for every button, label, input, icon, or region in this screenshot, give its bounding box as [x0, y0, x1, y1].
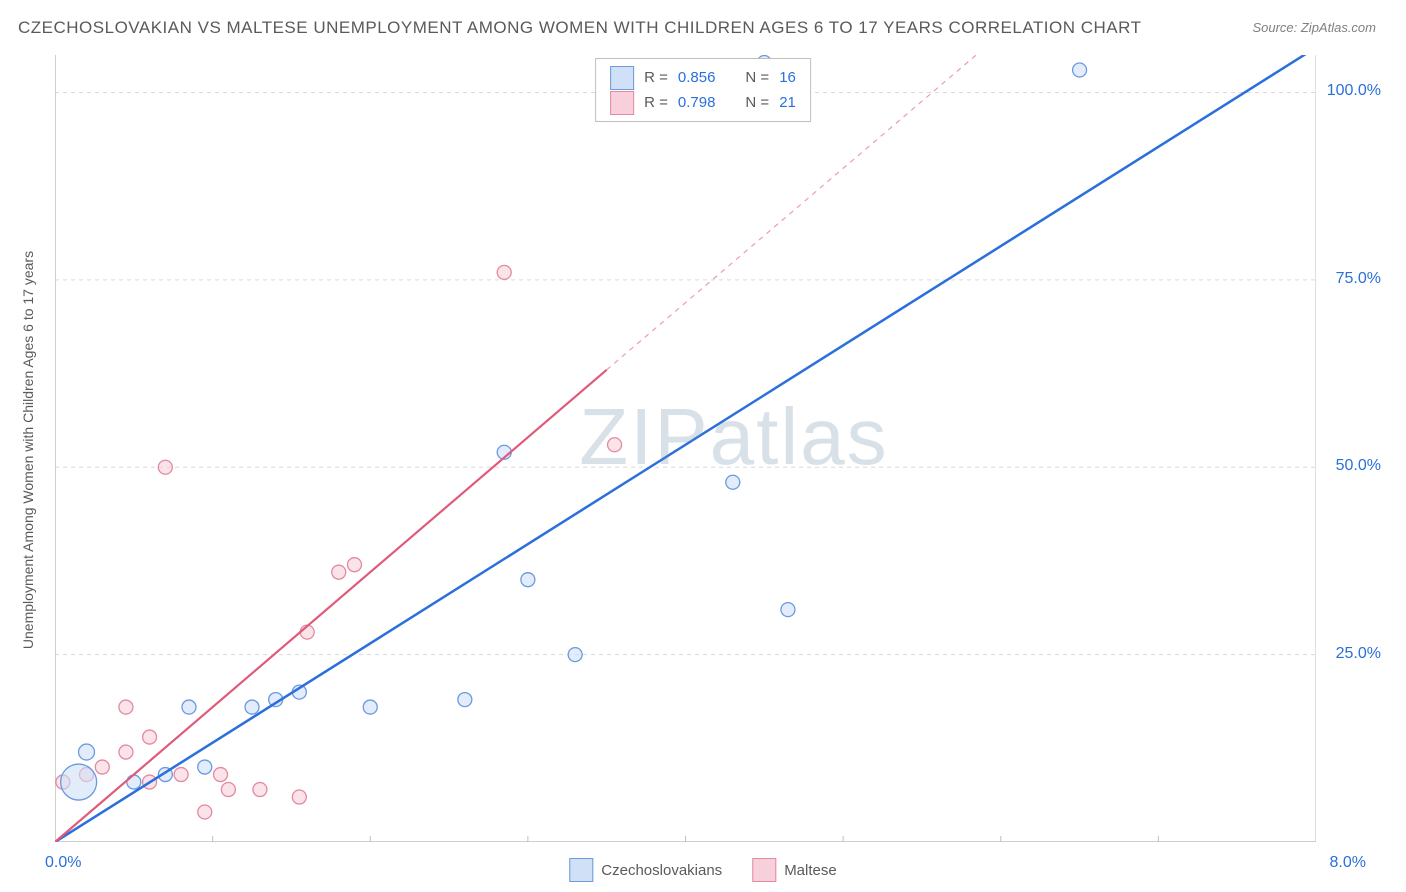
legend-r-label-0: R =: [644, 65, 668, 90]
chart-container: CZECHOSLOVAKIAN VS MALTESE UNEMPLOYMENT …: [0, 0, 1406, 892]
legend-row-series-1: R = 0.798 N = 21: [610, 90, 796, 115]
legend-r-value-0: 0.856: [678, 65, 716, 90]
y-tick-2: 75.0%: [1336, 270, 1381, 288]
y-tick-0: 25.0%: [1336, 645, 1381, 663]
legend-label-0: Czechoslovakians: [601, 862, 722, 879]
scatter-chart-svg: [55, 55, 1316, 842]
legend-n-label-0: N =: [745, 65, 769, 90]
source-attribution: Source: ZipAtlas.com: [1252, 20, 1376, 35]
legend-n-label-1: N =: [745, 90, 769, 115]
correlation-legend: R = 0.856 N = 16 R = 0.798 N = 21: [595, 58, 811, 122]
y-tick-1: 50.0%: [1336, 457, 1381, 475]
series-legend: Czechoslovakians Maltese: [569, 858, 836, 882]
legend-swatch-bottom-0: [569, 858, 593, 882]
chart-title: CZECHOSLOVAKIAN VS MALTESE UNEMPLOYMENT …: [18, 18, 1141, 38]
legend-swatch-series-0: [610, 66, 634, 90]
legend-row-series-0: R = 0.856 N = 16: [610, 65, 796, 90]
legend-n-value-0: 16: [779, 65, 796, 90]
x-tick-1: 8.0%: [1330, 854, 1366, 872]
legend-n-value-1: 21: [779, 90, 796, 115]
legend-swatch-bottom-1: [752, 858, 776, 882]
source-label: Source:: [1252, 20, 1300, 35]
source-value: ZipAtlas.com: [1301, 20, 1376, 35]
legend-swatch-series-1: [610, 91, 634, 115]
legend-r-label-1: R =: [644, 90, 668, 115]
legend-label-1: Maltese: [784, 862, 837, 879]
legend-r-value-1: 0.798: [678, 90, 716, 115]
plot-area: [55, 55, 1316, 842]
legend-item-series-1: Maltese: [752, 858, 837, 882]
x-tick-0: 0.0%: [45, 854, 81, 872]
legend-item-series-0: Czechoslovakians: [569, 858, 722, 882]
y-tick-3: 100.0%: [1327, 82, 1381, 100]
